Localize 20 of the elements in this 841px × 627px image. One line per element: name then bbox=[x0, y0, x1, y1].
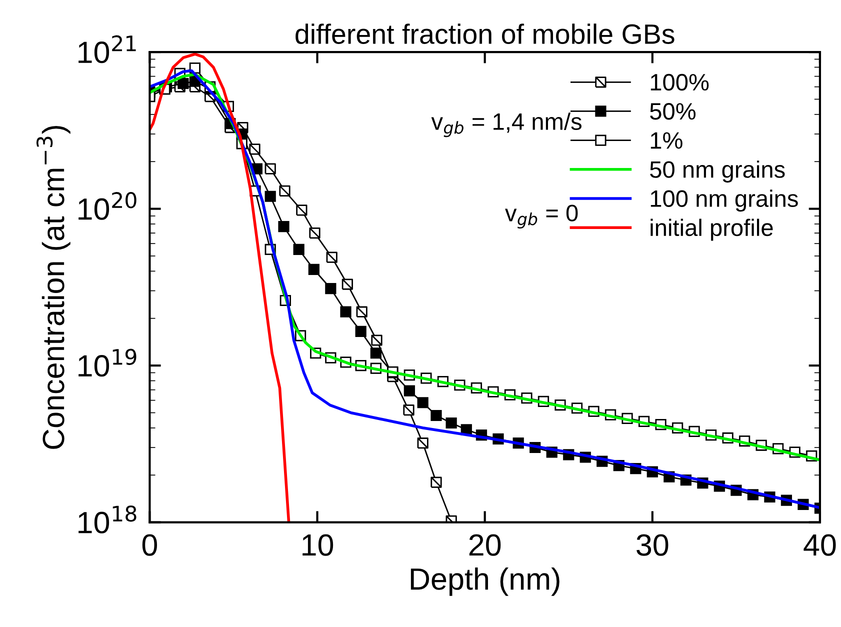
legend-label: 1% bbox=[650, 132, 682, 149]
legend-label: 100% bbox=[650, 74, 709, 91]
annotation: v$_{gb}$ = 0 bbox=[505, 204, 578, 229]
y-axis-title: Concentration (at cm$^{−3}$) bbox=[36, 126, 70, 449]
x-tick-label: 40 bbox=[804, 534, 836, 556]
legend-label: 100 nm grains bbox=[650, 190, 798, 212]
x-tick-label: 30 bbox=[636, 534, 668, 556]
x-tick-label: 10 bbox=[302, 534, 334, 556]
x-tick-label: 20 bbox=[469, 534, 501, 556]
legend-label: 50% bbox=[650, 103, 696, 120]
y-tick-label: 10$^{20}$ bbox=[78, 192, 136, 220]
x-tick-label: 0 bbox=[142, 534, 157, 556]
annotation: v$_{gb}$ = 1,4 nm/s bbox=[431, 112, 582, 138]
y-tick-label: 10$^{21}$ bbox=[78, 35, 136, 64]
y-tick-label: 10$^{19}$ bbox=[78, 348, 136, 377]
y-tick-label: 10$^{18}$ bbox=[78, 506, 136, 534]
legend-label: 50 nm grains bbox=[650, 160, 785, 183]
legend-label: initial profile bbox=[650, 218, 773, 241]
chart-title: different fraction of mobile GBs bbox=[296, 24, 674, 44]
x-axis-title: Depth (nm) bbox=[410, 567, 560, 596]
